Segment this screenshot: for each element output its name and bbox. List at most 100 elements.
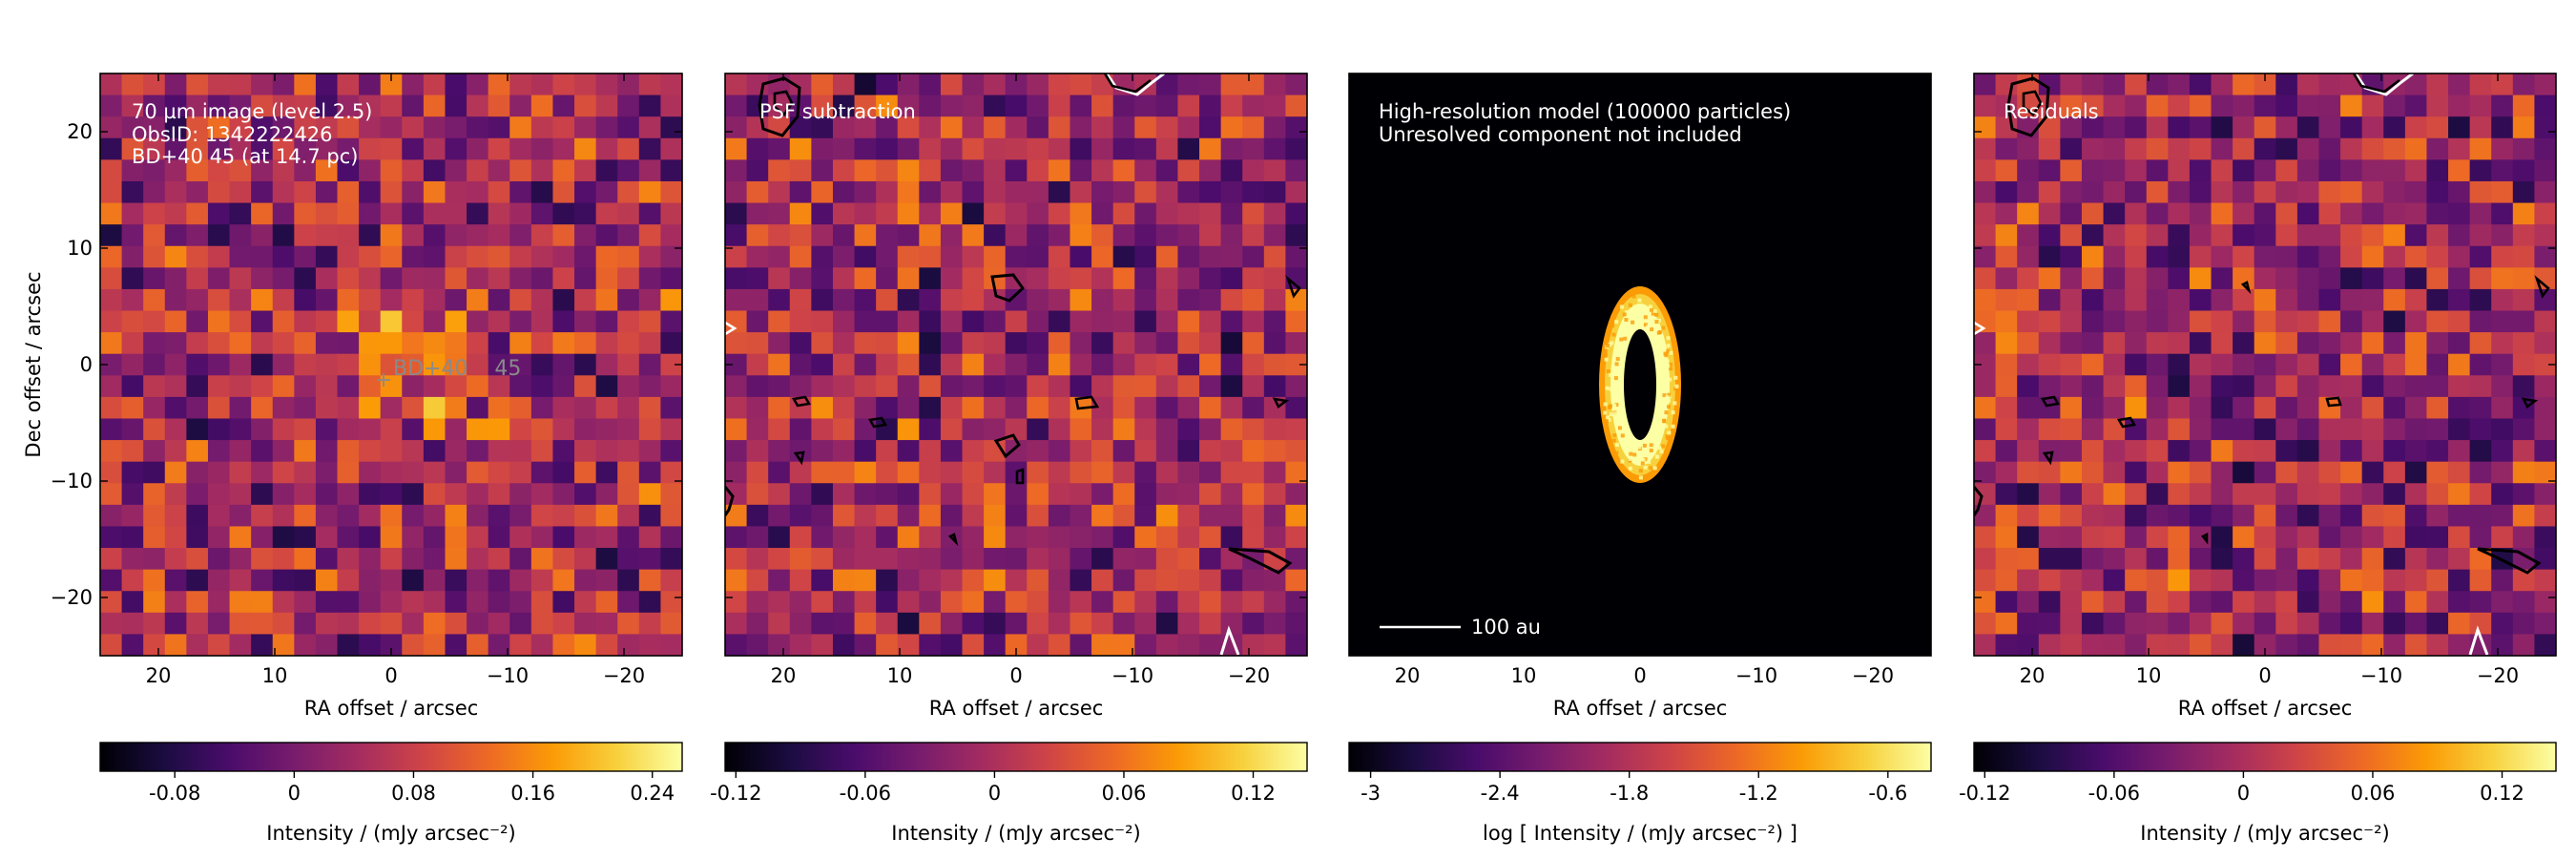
heatmap-cell <box>2275 202 2298 225</box>
contour-line <box>725 321 737 336</box>
heatmap-cell <box>337 504 360 528</box>
heatmap-cell <box>574 375 597 398</box>
heatmap-cell <box>2361 375 2384 398</box>
heatmap-cell <box>488 375 510 398</box>
heatmap-cell <box>660 137 682 160</box>
heatmap-cell <box>1027 418 1049 441</box>
heatmap-cell <box>2275 418 2298 441</box>
heatmap-cell <box>2275 375 2298 398</box>
heatmap-cell <box>2017 159 2040 182</box>
heatmap-cell <box>229 440 252 463</box>
contour-line <box>2040 395 2061 408</box>
heatmap-cell <box>574 612 597 635</box>
heatmap-cell <box>2318 440 2341 463</box>
disc-particle <box>1603 353 1608 358</box>
heatmap-cell <box>1048 267 1071 290</box>
heatmap-cell <box>509 159 532 182</box>
heatmap-cell <box>876 483 899 506</box>
heatmap-cell <box>2081 116 2105 139</box>
heatmap-cell <box>315 548 339 571</box>
heatmap-cell <box>1134 353 1157 376</box>
heatmap-cell <box>2404 288 2428 312</box>
heatmap-cell <box>2146 116 2169 139</box>
heatmap-cell <box>2275 612 2298 635</box>
heatmap-cell <box>1199 159 1222 182</box>
heatmap-cell <box>380 224 403 247</box>
heatmap-cell <box>251 418 274 441</box>
heatmap-cell <box>2254 526 2276 549</box>
heatmap-cell <box>574 504 597 528</box>
heatmap-cell <box>2211 504 2233 528</box>
heatmap-cell <box>854 137 877 160</box>
heatmap-cell <box>984 396 1007 420</box>
heatmap-cell <box>552 483 575 506</box>
heatmap-cell <box>832 94 856 117</box>
heatmap-cell <box>962 569 985 592</box>
heatmap-cell <box>2060 73 2083 96</box>
heatmap-cell <box>574 332 597 355</box>
heatmap-cell <box>359 73 382 96</box>
heatmap-cell <box>1155 483 1179 506</box>
heatmap-cell <box>2211 591 2233 614</box>
heatmap-cell <box>725 526 748 549</box>
heatmap-cell <box>2404 94 2428 117</box>
heatmap-cell <box>251 202 274 225</box>
heatmap-cell <box>2081 591 2105 614</box>
heatmap-cell <box>2233 591 2255 614</box>
heatmap-cell <box>1070 224 1092 247</box>
heatmap-cell <box>2275 245 2298 268</box>
heatmap-cell <box>272 202 295 225</box>
heatmap-cell <box>2275 440 2298 463</box>
heatmap-cell <box>832 245 856 268</box>
heatmap-cell <box>2361 267 2384 290</box>
heatmap-cell <box>272 116 295 139</box>
heatmap-cell <box>2318 375 2341 398</box>
heatmap-cell <box>746 245 769 268</box>
heatmap-cell <box>2512 440 2535 463</box>
heatmap-cell <box>2081 288 2105 312</box>
heatmap-cell <box>315 94 339 117</box>
heatmap-cell <box>2491 634 2514 656</box>
heatmap-cell <box>789 353 812 376</box>
heatmap-cell <box>467 548 489 571</box>
heatmap-cell <box>2060 591 2083 614</box>
heatmap-cell <box>272 634 295 656</box>
heatmap-cell <box>2361 504 2384 528</box>
contour-line <box>1228 547 1293 575</box>
heatmap-cell <box>2404 137 2428 160</box>
heatmap-cell <box>2168 94 2191 117</box>
heatmap-cell <box>509 440 532 463</box>
disc-particle <box>1666 349 1671 354</box>
heatmap-cell <box>207 504 231 528</box>
heatmap-cell <box>897 375 920 398</box>
heatmap-cell <box>2534 569 2556 592</box>
contour-line <box>2468 625 2489 656</box>
heatmap-cell <box>1155 245 1179 268</box>
heatmap-cell <box>1005 159 1028 182</box>
heatmap-cell <box>552 526 575 549</box>
heatmap-cell <box>1027 548 1049 571</box>
heatmap-cell <box>121 504 144 528</box>
heatmap-cell <box>854 418 877 441</box>
heatmap-cell <box>854 375 877 398</box>
heatmap-cell <box>1112 94 1135 117</box>
heatmap-cell <box>380 569 403 592</box>
heatmap-cell <box>595 73 618 96</box>
heatmap-cell <box>1242 483 1265 506</box>
heatmap-cell <box>2340 440 2363 463</box>
heatmap-cell <box>854 569 877 592</box>
heatmap-cell <box>1242 267 1265 290</box>
heatmap-cell <box>2168 73 2191 96</box>
heatmap-cell <box>811 591 834 614</box>
heatmap-cell <box>2296 245 2320 268</box>
contours-psf-subtraction <box>725 73 1301 656</box>
heatmap-cell <box>251 504 274 528</box>
heatmap-cell <box>294 634 317 656</box>
heatmap-cell <box>768 180 791 204</box>
heatmap-cell <box>1070 418 1092 441</box>
heatmap-cell <box>445 418 467 441</box>
heatmap-cell <box>445 94 467 117</box>
heatmap-cell <box>962 137 985 160</box>
heatmap-cell <box>2404 267 2428 290</box>
heatmap-cell <box>552 634 575 656</box>
